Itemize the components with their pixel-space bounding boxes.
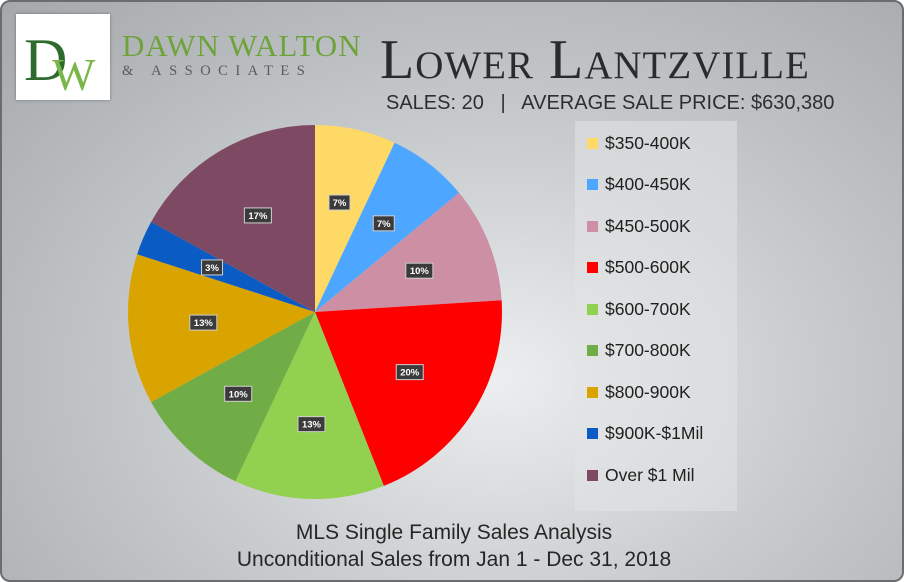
legend-item: $500-600K bbox=[587, 255, 691, 281]
sales-stats: SALES: 20 | AVERAGE SALE PRICE: $630,380 bbox=[386, 92, 835, 114]
pie-slice bbox=[235, 312, 384, 499]
slice-label-text: 17% bbox=[248, 211, 268, 222]
slice-label-box bbox=[224, 385, 253, 402]
slice-label-text: 10% bbox=[410, 266, 430, 277]
slice-data-label: 7% bbox=[372, 215, 395, 232]
legend-label: $350-400K bbox=[605, 132, 691, 153]
chart-legend: $350-400K $400-450K $450-500K $500-600K $600… bbox=[575, 121, 737, 511]
legend-item: $450-500K bbox=[587, 213, 691, 239]
legend-item: $700-800K bbox=[587, 338, 691, 364]
footer-line-2: Unconditional Sales from Jan 1 - Dec 31,… bbox=[236, 548, 672, 571]
legend-swatch bbox=[587, 220, 598, 232]
slice-data-label: 20% bbox=[395, 364, 424, 381]
legend-swatch bbox=[587, 179, 598, 190]
slice-label-text: 7% bbox=[333, 198, 347, 209]
legend-item: $800-900K bbox=[587, 379, 691, 405]
legend-swatch bbox=[587, 469, 598, 481]
legend-item: Over $1 Mil bbox=[587, 462, 694, 488]
slice-label-text: 13% bbox=[194, 318, 214, 329]
slice-data-label: 13% bbox=[189, 314, 218, 331]
logo-subname: & ASSOCIATES bbox=[122, 63, 313, 79]
legend-item: $350-400K bbox=[587, 130, 691, 156]
slice-label-box bbox=[328, 194, 351, 211]
slice-data-label: 13% bbox=[297, 416, 326, 433]
page-title: Lower Lantzville bbox=[380, 29, 810, 91]
slice-label-box bbox=[243, 207, 272, 224]
logo-monogram: D W bbox=[24, 27, 96, 100]
legend-swatch bbox=[587, 428, 598, 439]
legend-swatch bbox=[587, 137, 598, 149]
pie-slice bbox=[315, 300, 503, 486]
legend-swatch bbox=[587, 386, 598, 398]
slice-label-text: 20% bbox=[400, 368, 420, 379]
legend-label: Over $1 Mil bbox=[605, 464, 695, 485]
legend-label: $700-800K bbox=[605, 340, 691, 360]
legend-swatch bbox=[587, 262, 598, 273]
legend-label: $900K-$1Mil bbox=[605, 423, 704, 443]
logo-mark: D W bbox=[16, 14, 110, 100]
logo-wordmark: DAWN WALTON & ASSOCIATES bbox=[122, 28, 362, 80]
slice-label-box bbox=[395, 364, 424, 381]
footer-line-1: MLS Single Family Sales Analysis bbox=[295, 521, 613, 544]
slice-label-box bbox=[372, 215, 395, 232]
legend-label: $800-900K bbox=[605, 381, 691, 402]
pie-slice bbox=[151, 125, 315, 312]
slice-label-box bbox=[297, 416, 326, 433]
pie-slice bbox=[315, 192, 502, 312]
logo-letter-w: W bbox=[52, 49, 96, 100]
legend-item: $600-700K bbox=[587, 296, 691, 322]
logo-letter-d: D bbox=[24, 27, 67, 93]
slice-data-label: 17% bbox=[243, 207, 272, 224]
slice-label-box bbox=[189, 314, 218, 331]
slice-label-text: 7% bbox=[377, 219, 391, 230]
slice-label-text: 10% bbox=[229, 389, 249, 400]
slice-data-label: 3% bbox=[201, 259, 224, 276]
legend-label: $600-700K bbox=[605, 298, 691, 319]
pie-slice bbox=[128, 254, 315, 403]
legend-label: $400-450K bbox=[605, 174, 691, 194]
slice-label-text: 13% bbox=[302, 420, 322, 431]
legend-label: $450-500K bbox=[605, 215, 691, 236]
legend-item: $900K-$1Mil bbox=[587, 421, 703, 447]
legend-swatch bbox=[587, 303, 598, 315]
slice-label-box bbox=[201, 259, 224, 276]
logo-name: DAWN WALTON bbox=[122, 28, 362, 63]
slice-label-box bbox=[405, 262, 434, 279]
legend-item: $400-450K bbox=[587, 172, 691, 198]
slice-label-text: 3% bbox=[205, 263, 219, 274]
slice-data-label: 10% bbox=[224, 385, 253, 402]
pie-slice bbox=[137, 221, 315, 312]
slice-data-label: 7% bbox=[328, 194, 351, 211]
legend-swatch bbox=[587, 345, 598, 356]
pie-slice bbox=[315, 125, 395, 312]
slice-data-label: 10% bbox=[405, 262, 434, 279]
legend-label: $500-600K bbox=[605, 257, 691, 277]
